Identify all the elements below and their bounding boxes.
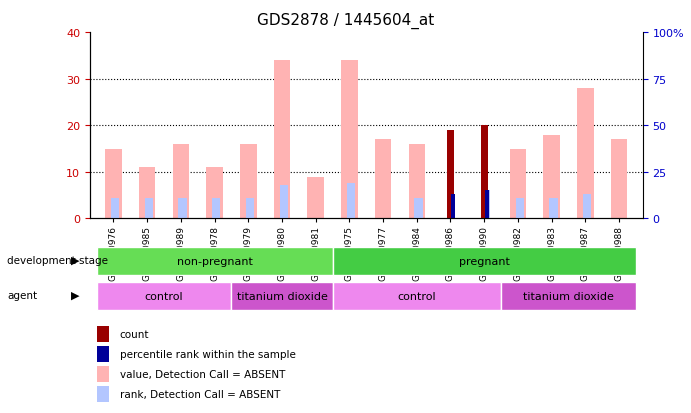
Bar [280,185,288,219]
FancyBboxPatch shape [97,282,231,310]
Bar [307,177,324,219]
Bar [447,131,454,219]
FancyBboxPatch shape [332,282,501,310]
Bar [178,199,187,219]
FancyBboxPatch shape [332,247,636,275]
Bar [207,168,223,219]
Bar [543,135,560,219]
Bar [274,61,290,219]
Bar [105,149,122,219]
Bar [577,89,594,219]
Bar [510,149,526,219]
Bar [415,199,423,219]
Text: titanium dioxide: titanium dioxide [523,291,614,301]
Bar [139,168,155,219]
FancyBboxPatch shape [97,247,332,275]
Bar [145,199,153,219]
Text: agent: agent [7,290,37,300]
Bar [583,195,591,219]
Bar [97,326,109,342]
Bar [481,126,488,219]
Bar [97,366,109,382]
Bar [97,346,109,362]
Text: ▶: ▶ [71,290,79,300]
Bar [212,199,220,219]
Bar [173,145,189,219]
Text: pregnant: pregnant [459,256,510,266]
FancyBboxPatch shape [231,282,332,310]
Bar [484,191,489,219]
Bar [240,145,256,219]
Text: control: control [144,291,183,301]
Bar [451,195,455,219]
Text: ▶: ▶ [71,255,79,265]
FancyBboxPatch shape [501,282,636,310]
Bar [515,199,524,219]
Bar [375,140,391,219]
Text: count: count [120,329,149,339]
Text: development stage: development stage [7,255,108,265]
Bar [408,145,425,219]
Bar [611,140,627,219]
Text: value, Detection Call = ABSENT: value, Detection Call = ABSENT [120,369,285,379]
Bar [97,386,109,402]
Text: GDS2878 / 1445604_at: GDS2878 / 1445604_at [257,12,434,28]
Text: control: control [397,291,436,301]
Bar [111,199,120,219]
Bar [341,61,358,219]
Bar [347,183,355,219]
Text: non-pregnant: non-pregnant [177,256,252,266]
Text: percentile rank within the sample: percentile rank within the sample [120,349,296,359]
Bar [482,191,490,219]
Bar [246,199,254,219]
Bar [549,199,558,219]
Text: titanium dioxide: titanium dioxide [236,291,328,301]
Text: rank, Detection Call = ABSENT: rank, Detection Call = ABSENT [120,389,280,399]
